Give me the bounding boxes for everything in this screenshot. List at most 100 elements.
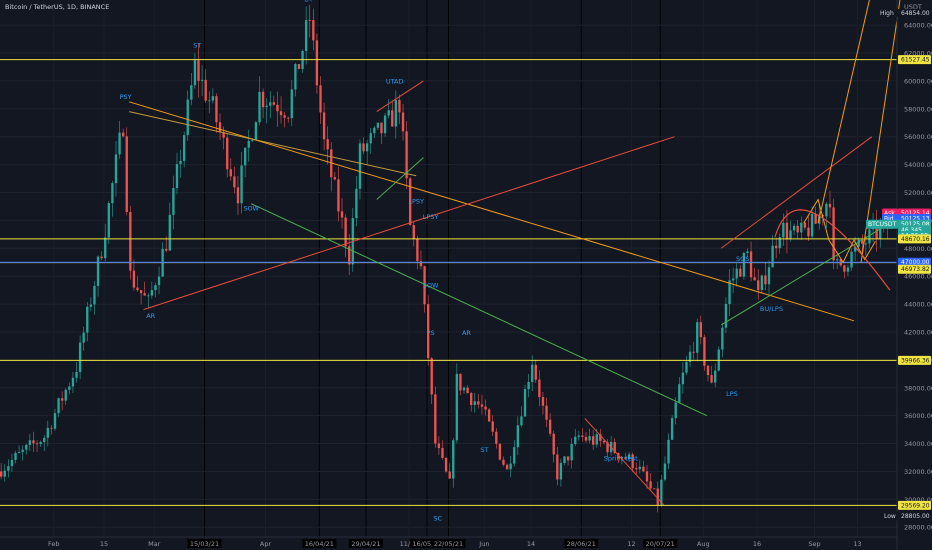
candle-body xyxy=(470,393,473,406)
candle-body xyxy=(670,418,674,440)
candle-body xyxy=(513,447,516,464)
candle-body xyxy=(548,419,552,434)
price-tick-label: 48000.00 xyxy=(904,245,932,253)
candle-body xyxy=(312,20,315,41)
candle-body xyxy=(168,214,171,251)
date-marker-box xyxy=(302,539,337,548)
candle-body xyxy=(226,137,229,170)
candle-body xyxy=(86,306,89,333)
candle-body xyxy=(703,337,706,366)
candle-body xyxy=(175,164,179,189)
date-marker-box xyxy=(409,539,444,548)
candle-body xyxy=(28,440,32,445)
trendline xyxy=(376,157,424,200)
price-tag-value: 50125.08 xyxy=(901,221,930,228)
candle-body xyxy=(373,127,376,134)
candle-body xyxy=(645,471,649,482)
trendlines xyxy=(129,0,901,506)
candle-body xyxy=(459,373,462,391)
price-tick-label: 56000.00 xyxy=(904,133,932,141)
candle-body xyxy=(624,457,627,460)
candle-body xyxy=(208,100,211,102)
candle-body xyxy=(193,60,197,86)
candle-body xyxy=(114,154,118,184)
candle-body xyxy=(265,105,268,108)
candle-body xyxy=(452,440,455,479)
candle-body xyxy=(581,435,584,437)
candle-body xyxy=(121,132,125,137)
price-tick-label: 46000.00 xyxy=(904,273,932,281)
candle-body xyxy=(401,112,405,132)
candle-body xyxy=(800,222,803,233)
candle-body xyxy=(337,179,340,212)
candle-body xyxy=(466,387,469,394)
candle-body xyxy=(39,442,42,445)
candle-body xyxy=(631,454,634,469)
time-tick-label: Sep xyxy=(808,540,820,548)
candle-body xyxy=(394,99,398,127)
price-tick-label: 28000.00 xyxy=(904,524,932,532)
time-tick-label: 16/05/21 xyxy=(412,540,441,548)
candle-body xyxy=(60,398,64,401)
candle-body xyxy=(484,406,487,410)
candle-body xyxy=(358,143,362,189)
candle-body xyxy=(243,147,247,166)
candle-body xyxy=(552,433,555,455)
candle-body xyxy=(785,222,789,240)
candle-body xyxy=(398,99,401,113)
candle-body xyxy=(843,265,846,272)
candle-body xyxy=(322,112,326,140)
candle-body xyxy=(412,224,415,239)
candle-body xyxy=(527,382,530,390)
candle-body xyxy=(383,115,387,134)
price-tag-label-box xyxy=(882,511,898,521)
candle-body xyxy=(82,332,85,343)
candle-body xyxy=(50,427,53,429)
candle-body xyxy=(638,466,641,470)
candle-body xyxy=(7,466,10,471)
price-tag-value: 47000.00 xyxy=(901,259,930,266)
candle-body xyxy=(832,207,835,261)
trendline xyxy=(250,203,708,417)
wyckoff-label: LPS xyxy=(726,390,738,398)
candle-body xyxy=(132,270,136,288)
time-tick-label: Mar xyxy=(148,540,161,548)
price-tick-label: 44000.00 xyxy=(904,301,932,309)
price-tag-value: 64854.00 xyxy=(901,10,930,17)
candle-body xyxy=(627,454,631,460)
candle-body xyxy=(782,222,785,238)
candle-body xyxy=(599,434,602,441)
candle-body xyxy=(423,266,426,305)
candle-body xyxy=(853,246,857,252)
price-tag-box xyxy=(898,511,931,521)
candle-body xyxy=(444,457,448,472)
candle-body xyxy=(505,464,509,470)
candle-body xyxy=(678,384,681,403)
candle-body xyxy=(879,225,882,239)
wyckoff-annotations: PSY ST UT UTAD SOW LPSY LPSY SOW AR PS AR ST SC Sprin… xyxy=(120,0,783,522)
candle-body xyxy=(667,439,670,464)
candle-body xyxy=(706,365,710,376)
candle-body xyxy=(757,280,760,291)
candle-body xyxy=(577,435,581,437)
candle-body xyxy=(836,259,839,261)
trendline xyxy=(720,136,873,249)
candle-body xyxy=(696,322,699,353)
candle-body xyxy=(218,122,222,133)
candle-body xyxy=(340,211,344,218)
candle-body xyxy=(771,245,774,268)
projection-path xyxy=(803,198,876,264)
price-tag-box xyxy=(898,234,931,244)
price-tick-label: 42000.00 xyxy=(904,328,932,336)
candle-body xyxy=(606,442,609,453)
candle-body xyxy=(53,413,57,429)
time-tick-label: 16/04/21 xyxy=(305,540,334,548)
wyckoff-label: UTAD xyxy=(386,78,404,86)
price-tag-value: 39966.36 xyxy=(901,357,930,364)
time-tick-label: 15/03/21 xyxy=(190,540,219,548)
time-tick-label: 13 xyxy=(853,540,861,548)
candle-body xyxy=(828,203,832,208)
wyckoff-label: ST xyxy=(193,41,201,49)
candle-body xyxy=(807,227,810,237)
